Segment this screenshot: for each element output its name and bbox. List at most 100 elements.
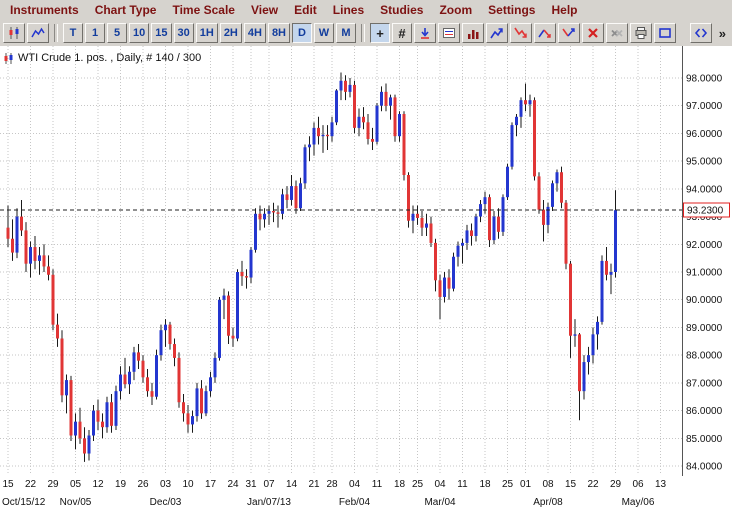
candle xyxy=(456,245,460,257)
toolbar-right-group: » xyxy=(689,23,730,43)
menu-bar: Instruments Chart Type Time Scale View Edit L… xyxy=(0,0,732,20)
candle xyxy=(213,357,217,378)
tools-group: + # xyxy=(370,23,676,43)
candle xyxy=(614,210,617,272)
date-tick-label: 22 xyxy=(25,479,37,490)
menu-help[interactable]: Help xyxy=(551,3,578,17)
candle xyxy=(578,334,581,392)
timeframe-m-button[interactable]: M xyxy=(336,23,356,43)
date-tick-label: 24 xyxy=(227,479,239,490)
chart-type-group xyxy=(3,23,49,43)
candle xyxy=(119,374,122,392)
candle xyxy=(524,100,527,105)
price-chart-svg[interactable]: 98.000097.000096.000095.000094.000093.00… xyxy=(0,46,732,512)
candle xyxy=(407,175,410,221)
price-scale[interactable]: 98.000097.000096.000095.000094.000093.00… xyxy=(682,46,723,476)
candle xyxy=(69,380,73,436)
toolbar-overflow-button[interactable]: » xyxy=(718,25,726,41)
zigzag-mixed-icon xyxy=(538,29,551,38)
timeframe-1h-button[interactable]: 1H xyxy=(195,23,218,43)
pane-arrows-button[interactable] xyxy=(689,23,712,43)
candle xyxy=(276,212,280,214)
delete-all-button[interactable] xyxy=(606,23,628,43)
candle xyxy=(263,213,266,220)
menu-instruments[interactable]: Instruments xyxy=(10,3,79,17)
candle xyxy=(96,410,100,422)
delete-drawing-button[interactable] xyxy=(582,23,604,43)
timeframe-15-button[interactable]: 15 xyxy=(151,23,172,43)
candle xyxy=(569,263,572,336)
menu-zoom[interactable]: Zoom xyxy=(439,3,473,17)
candle xyxy=(150,391,154,397)
print-button[interactable] xyxy=(630,23,652,43)
candle xyxy=(78,421,82,439)
trend-down-button[interactable] xyxy=(510,23,532,43)
price-scale-label: 96.0000 xyxy=(686,129,723,140)
candle xyxy=(132,352,136,372)
price-scale-label: 92.0000 xyxy=(686,240,723,251)
timeframe-10-button[interactable]: 10 xyxy=(129,23,150,43)
menu-edit[interactable]: Edit xyxy=(294,3,317,17)
copy-chart-button[interactable] xyxy=(654,23,676,43)
candle xyxy=(447,277,451,289)
candle xyxy=(281,194,284,214)
trend-up-down-button[interactable] xyxy=(534,23,556,43)
menu-studies[interactable]: Studies xyxy=(380,3,424,17)
candle xyxy=(272,211,275,213)
timeframe-w-button[interactable]: W xyxy=(314,23,334,43)
crosshair-button[interactable]: + xyxy=(370,23,390,43)
grid-button[interactable]: # xyxy=(392,23,412,43)
timeframe-30-button[interactable]: 30 xyxy=(173,23,194,43)
price-scale-label: 97.0000 xyxy=(686,101,723,112)
date-tick-label: 15 xyxy=(2,479,14,490)
frame-icon xyxy=(659,28,671,38)
candlestick-chart-button[interactable] xyxy=(3,23,25,43)
candle xyxy=(74,421,77,436)
trend-down-up-button[interactable] xyxy=(558,23,580,43)
candle xyxy=(519,100,523,117)
candle xyxy=(209,377,212,392)
candle xyxy=(573,334,577,336)
timeframe-2h-button[interactable]: 2H xyxy=(219,23,242,43)
candle xyxy=(123,374,127,385)
timeframe-1-button[interactable]: 1 xyxy=(85,23,105,43)
candle xyxy=(416,213,419,218)
candlestick-icon xyxy=(9,27,19,39)
line-chart-button[interactable] xyxy=(27,23,49,43)
menu-view[interactable]: View xyxy=(250,3,279,17)
candle xyxy=(605,260,608,275)
trend-up-button[interactable] xyxy=(486,23,508,43)
candle xyxy=(375,105,379,142)
menu-time-scale[interactable]: Time Scale xyxy=(172,3,235,17)
candle xyxy=(87,435,91,454)
timeframe-8h-button[interactable]: 8H xyxy=(267,23,290,43)
candle xyxy=(600,260,604,322)
candle xyxy=(6,227,10,239)
menu-lines[interactable]: Lines xyxy=(332,3,365,17)
timeframe-4h-button[interactable]: 4H xyxy=(243,23,266,43)
zigzag-down-icon xyxy=(514,27,527,38)
time-axis[interactable]: 15 22 29 05 12 19 26 03 10 17 24 31 07 14 21 28 04 11 18 25… xyxy=(2,479,666,508)
chart-values-button[interactable] xyxy=(438,23,460,43)
timeframe-d-button[interactable]: D xyxy=(292,23,312,43)
menu-settings[interactable]: Settings xyxy=(488,3,536,17)
date-tick-label: 22 xyxy=(587,479,599,490)
date-tick-label: 29 xyxy=(47,479,59,490)
candle xyxy=(137,352,140,361)
menu-chart-type[interactable]: Chart Type xyxy=(94,3,157,17)
candle xyxy=(222,295,226,300)
date-tick-label: 18 xyxy=(394,479,406,490)
chart-region[interactable]: 98.000097.000096.000095.000094.000093.00… xyxy=(0,46,732,512)
candle xyxy=(47,266,50,275)
candle xyxy=(186,413,190,425)
month-tick-label: May/06 xyxy=(622,497,655,508)
timeframe-5-button[interactable]: 5 xyxy=(107,23,127,43)
candle xyxy=(200,388,203,414)
delete-x-icon xyxy=(588,28,598,38)
date-tick-label: 06 xyxy=(632,479,644,490)
volume-button[interactable] xyxy=(462,23,484,43)
data-cursor-button[interactable] xyxy=(414,23,436,43)
date-tick-label: 13 xyxy=(655,479,667,490)
timeframe-t-button[interactable]: T xyxy=(63,23,83,43)
